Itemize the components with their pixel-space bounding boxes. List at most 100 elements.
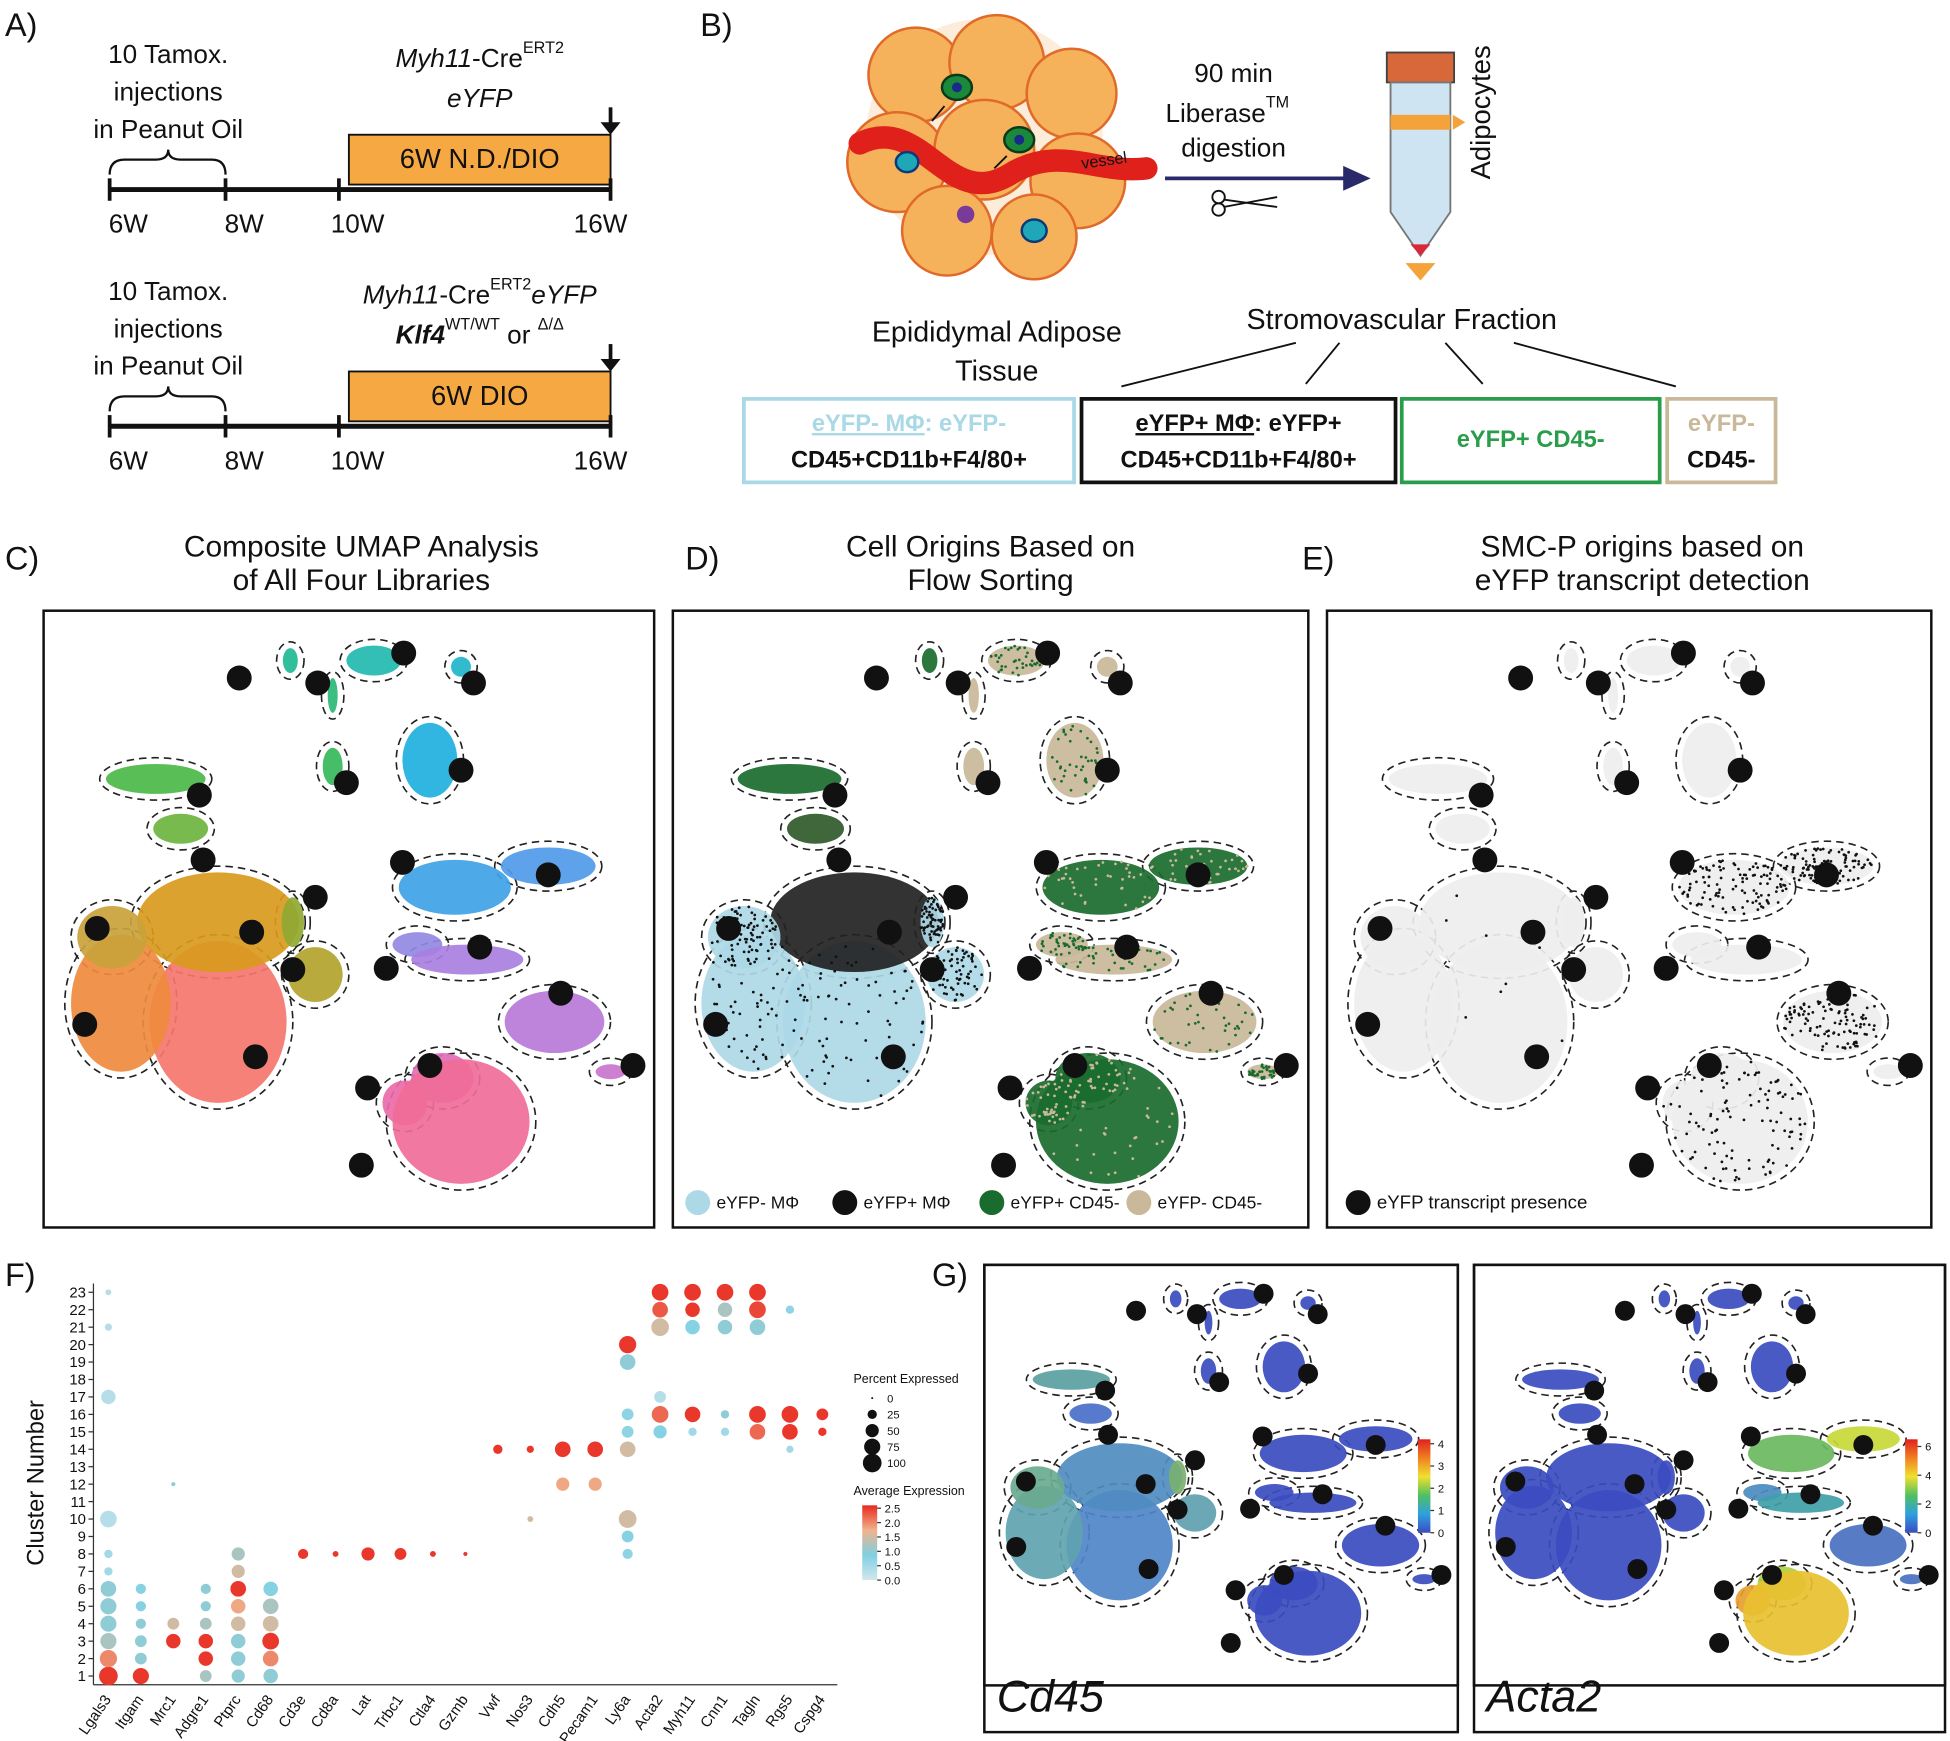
cell-dot — [774, 925, 778, 928]
cluster-badge — [1220, 1632, 1241, 1653]
cluster-badge — [1114, 934, 1140, 960]
cell-dot — [1173, 852, 1177, 856]
cell-dot — [1245, 864, 1249, 868]
panel-title: Cell Origins Based on — [846, 530, 1135, 563]
cell-dot — [1836, 1045, 1840, 1048]
cell-dot — [1791, 1097, 1794, 1101]
cell-dot — [769, 919, 773, 922]
cell-dot — [1699, 865, 1702, 868]
cluster-badge — [703, 1011, 729, 1037]
cell-dot — [1007, 648, 1010, 651]
cluster-number: 15 — [1256, 1430, 1270, 1444]
cell-dot — [1790, 1147, 1794, 1150]
cell-dot — [1068, 877, 1072, 881]
cell-dot — [1689, 1112, 1693, 1116]
cell-dot — [1124, 903, 1127, 907]
cluster-cells — [786, 813, 845, 844]
color-bar-label: 1.0 — [885, 1547, 901, 1559]
cell-dot — [1107, 1172, 1110, 1176]
cluster-cells — [1042, 859, 1160, 915]
cell-dot — [1054, 948, 1057, 951]
week-label: 10W — [331, 445, 385, 475]
cell-dot — [936, 940, 940, 944]
cluster-outline — [1736, 1563, 1856, 1663]
cell-dot — [1087, 946, 1091, 950]
cluster-number: 11 — [231, 670, 247, 687]
cell-dot — [1730, 1149, 1734, 1152]
cluster-badge — [880, 1044, 906, 1070]
cell-dot — [844, 945, 848, 949]
cell-dot — [1064, 1090, 1068, 1094]
expression-dot — [231, 1564, 245, 1578]
cell-dot — [1024, 655, 1028, 658]
cell-dot — [1052, 1111, 1055, 1115]
cell-dot — [780, 945, 784, 949]
cell-dot — [939, 920, 943, 924]
cell-dot — [1073, 892, 1077, 896]
cluster-outline — [493, 840, 603, 892]
size-legend-dot — [864, 1438, 881, 1455]
cluster-number: 8 — [1477, 787, 1485, 804]
cell-dot — [1747, 1167, 1751, 1171]
cluster-number: 15 — [1674, 855, 1691, 872]
y-tick-label: 17 — [69, 1389, 86, 1406]
cell-dot — [1733, 863, 1737, 867]
cell-dot — [938, 907, 941, 911]
cell-dot — [1072, 886, 1076, 889]
cell-dot — [1816, 1000, 1820, 1004]
cell-dot — [1742, 1118, 1746, 1122]
cell-dot — [1033, 1113, 1036, 1117]
cell-dot — [1812, 857, 1816, 861]
cell-dot — [939, 926, 942, 930]
cell-dot — [766, 1012, 770, 1016]
expression-dot — [651, 1318, 669, 1337]
cell-dot — [793, 1018, 797, 1022]
cell-dot — [1046, 1113, 1050, 1116]
expression-dot — [716, 1283, 734, 1301]
cell-dot — [1131, 1157, 1135, 1160]
cell-dot — [867, 1010, 870, 1013]
panel-title: Composite UMAP Analysis — [184, 530, 539, 563]
cluster-number: 2 — [1502, 1540, 1509, 1554]
cell-dot — [766, 1001, 769, 1004]
cell-dot — [1171, 863, 1174, 867]
cell-dot — [1139, 873, 1143, 876]
color-bar-label: 3 — [1438, 1461, 1444, 1473]
cell-dot — [1089, 1171, 1093, 1175]
cell-dot — [1264, 1065, 1268, 1068]
cell-dot — [1694, 1121, 1698, 1125]
cell-dot — [1251, 1069, 1254, 1072]
cluster-badge — [1520, 919, 1546, 945]
cell-dot — [919, 926, 923, 930]
cell-dot — [1058, 936, 1062, 939]
cell-dot — [941, 983, 945, 987]
cluster-badge — [280, 957, 306, 983]
expression-dot — [688, 1427, 697, 1437]
cluster-badge — [348, 1152, 374, 1178]
cell-dot — [1049, 1110, 1053, 1114]
population-label: eYFP- — [1688, 411, 1755, 437]
cell-dot — [1074, 1089, 1078, 1093]
cell-dot — [1784, 887, 1788, 891]
cell-dot — [1845, 865, 1848, 868]
cell-dot — [1678, 1105, 1682, 1108]
cell-dot — [1737, 1177, 1741, 1181]
legend-label: eYFP+ MΦ — [863, 1192, 950, 1212]
cluster-cells — [1388, 763, 1488, 794]
cell-dot — [730, 948, 734, 952]
cell-dot — [1749, 1103, 1753, 1107]
cell-dot — [1675, 1086, 1679, 1090]
cluster-badge — [242, 1044, 268, 1070]
cell-dot — [1113, 1088, 1117, 1092]
cell-dot — [1688, 882, 1692, 886]
cell-dot — [1137, 1174, 1140, 1178]
cell-dot — [1149, 866, 1153, 870]
cell-dot — [902, 1067, 906, 1071]
cell-dot — [1267, 1065, 1271, 1069]
expression-dot — [166, 1633, 181, 1649]
cell-dot — [1057, 868, 1061, 872]
cell-dot — [1045, 1110, 1048, 1114]
cell-dot — [792, 1029, 796, 1033]
cell-dot — [1756, 908, 1760, 911]
expression-dot — [619, 1441, 636, 1458]
